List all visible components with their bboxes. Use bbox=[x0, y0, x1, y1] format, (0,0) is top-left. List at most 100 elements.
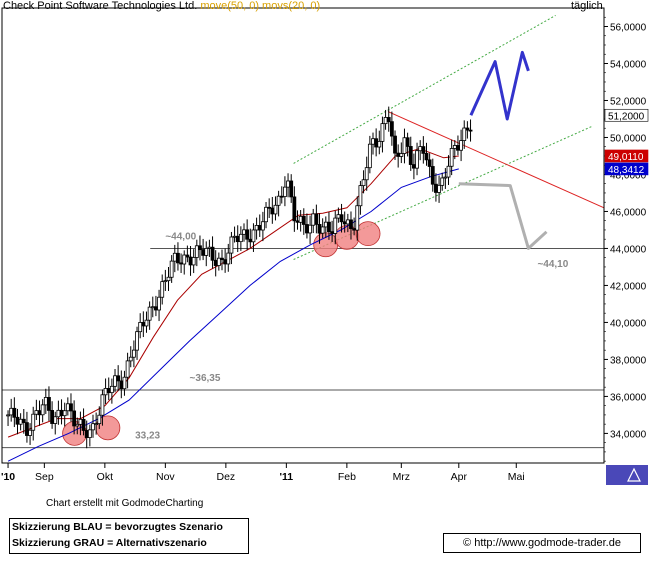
candle-body bbox=[238, 233, 243, 243]
candle-body bbox=[28, 429, 32, 436]
level-label: ~36,35 bbox=[190, 373, 221, 384]
candle-body bbox=[226, 252, 231, 265]
price-label: 49,0110 bbox=[608, 152, 644, 163]
candle-body bbox=[415, 150, 419, 169]
candle-body bbox=[78, 418, 83, 425]
candle-body bbox=[248, 238, 253, 243]
candle-body bbox=[462, 127, 467, 141]
scenario-grey-path bbox=[458, 182, 548, 250]
candle-body bbox=[245, 229, 250, 240]
candle-body bbox=[154, 306, 158, 311]
source-url-box[interactable]: © http://www.godmode-trader.de bbox=[443, 533, 641, 553]
candle-body bbox=[31, 413, 36, 431]
candle-body bbox=[75, 423, 80, 427]
candle-body bbox=[65, 403, 70, 412]
candle-body bbox=[276, 195, 281, 206]
candle-body bbox=[273, 204, 278, 215]
candle-body bbox=[371, 138, 375, 145]
candle-body bbox=[412, 164, 416, 169]
y-tick-label: 56,0000 bbox=[610, 22, 647, 33]
chart-title: Check Point Software Technologies Ltd. m… bbox=[3, 0, 320, 12]
price-label: 51,2000 bbox=[608, 111, 645, 122]
candle-body bbox=[301, 215, 306, 225]
candle-body bbox=[97, 414, 102, 425]
candle-body bbox=[53, 416, 58, 424]
candle-body bbox=[91, 423, 95, 431]
channel-lower-line bbox=[293, 125, 593, 260]
candle-body bbox=[295, 220, 300, 223]
copyright-icon: © bbox=[463, 537, 472, 549]
candle-body bbox=[100, 394, 105, 416]
candle-body bbox=[298, 215, 303, 223]
candle-body bbox=[345, 219, 350, 225]
candle-body bbox=[468, 129, 473, 132]
scenario-target-label: ~44,10 bbox=[537, 259, 568, 270]
candle-body bbox=[213, 259, 218, 266]
candle-body bbox=[235, 235, 240, 243]
scenario-legend: Skizzierung BLAU = bevorzugtes Szenario … bbox=[9, 518, 249, 554]
y-tick-label: 34,0000 bbox=[610, 429, 647, 440]
instrument-name: Check Point Software Technologies Ltd. bbox=[3, 0, 198, 12]
y-tick-label: 54,0000 bbox=[610, 59, 647, 70]
candle-body bbox=[380, 123, 385, 142]
candle-body bbox=[220, 257, 224, 261]
candle-body bbox=[119, 380, 124, 390]
candle-body bbox=[47, 397, 51, 411]
candle-body bbox=[364, 167, 369, 181]
candle-body bbox=[43, 397, 48, 406]
candle-body bbox=[56, 409, 61, 418]
candle-body bbox=[327, 221, 331, 233]
x-tick-label: Feb bbox=[338, 471, 356, 483]
candle-body bbox=[402, 137, 407, 154]
candle-body bbox=[251, 229, 256, 243]
candle-body bbox=[182, 254, 187, 265]
candle-body bbox=[289, 180, 294, 198]
candle-body bbox=[216, 257, 221, 266]
candle-body bbox=[144, 319, 149, 327]
candle-body bbox=[393, 135, 397, 154]
candle-body bbox=[223, 259, 228, 265]
candle-body bbox=[21, 418, 26, 424]
candle-body bbox=[210, 246, 215, 261]
candle-body bbox=[383, 117, 388, 125]
candle-body bbox=[194, 245, 199, 258]
candle-body bbox=[166, 276, 171, 282]
candle-body bbox=[314, 213, 319, 225]
x-tick-label: Okt bbox=[97, 471, 113, 483]
candle-body bbox=[72, 410, 77, 427]
price-label-box bbox=[604, 108, 649, 122]
source-url[interactable]: http://www.godmode-trader.de bbox=[474, 537, 621, 549]
corner-marker bbox=[606, 465, 648, 485]
candle-body bbox=[160, 281, 165, 298]
candle-body bbox=[399, 153, 404, 157]
candle-body bbox=[405, 137, 410, 147]
candle-body bbox=[9, 407, 14, 416]
candle-body bbox=[427, 159, 432, 167]
candle-body bbox=[264, 206, 268, 223]
candle-body bbox=[81, 418, 86, 431]
ma-short-line bbox=[7, 148, 459, 438]
candle-body bbox=[374, 138, 379, 148]
x-tick-label: '11 bbox=[280, 471, 294, 483]
candle-body bbox=[367, 143, 372, 169]
candle-body bbox=[242, 229, 246, 235]
candle-body bbox=[323, 221, 328, 228]
candle-body bbox=[125, 360, 130, 378]
candle-body bbox=[311, 213, 316, 226]
candle-body bbox=[305, 224, 309, 234]
price-label-box bbox=[604, 149, 649, 163]
legend-blue: Skizzierung BLAU = bevorzugtes Szenario bbox=[12, 521, 223, 533]
candle-body bbox=[40, 404, 45, 416]
candle-body bbox=[87, 429, 92, 438]
x-tick-label: Mai bbox=[508, 471, 525, 483]
candle-body bbox=[437, 184, 441, 193]
candle-body bbox=[459, 140, 463, 151]
x-tick-label: '10 bbox=[1, 471, 15, 483]
candle-body bbox=[267, 206, 272, 209]
candle-body bbox=[424, 152, 429, 161]
candle-body bbox=[317, 224, 322, 234]
candle-body bbox=[188, 256, 193, 266]
candle-body bbox=[62, 410, 67, 417]
y-tick-label: 44,0000 bbox=[610, 244, 647, 255]
price-label: 48,3412 bbox=[608, 165, 645, 176]
